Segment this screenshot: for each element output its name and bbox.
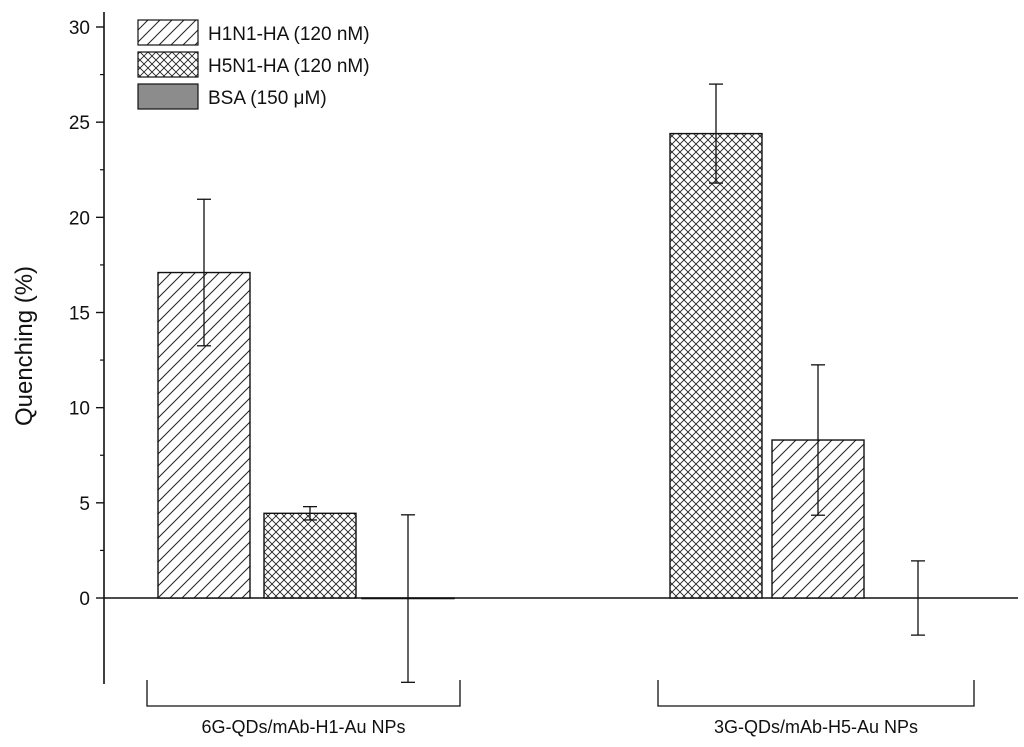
group-label: 3G-QDs/mAb-H5-Au NPs — [714, 717, 918, 737]
y-tick-label: 5 — [79, 494, 90, 515]
y-tick-label: 25 — [69, 113, 90, 134]
bar — [669, 132, 763, 599]
y-tick-label: 15 — [69, 304, 90, 325]
bar — [263, 512, 357, 599]
y-tick-label: 20 — [69, 208, 90, 229]
y-tick-label: 0 — [79, 589, 90, 610]
legend-swatch — [137, 51, 199, 78]
legend-swatch — [137, 19, 199, 46]
group-bracket — [657, 680, 975, 707]
legend-swatch — [137, 83, 199, 110]
y-tick-label: 10 — [69, 399, 90, 420]
group-bracket — [146, 680, 461, 707]
y-tick-label: 30 — [69, 18, 90, 39]
bar — [771, 439, 865, 599]
y-axis-title: Quenching (%) — [11, 266, 38, 426]
legend-label: BSA (150 μM) — [208, 88, 327, 109]
legend-label: H1N1-HA (120 nM) — [208, 24, 370, 45]
legend-label: H5N1-HA (120 nM) — [208, 56, 370, 77]
group-label: 6G-QDs/mAb-H1-Au NPs — [201, 717, 405, 737]
